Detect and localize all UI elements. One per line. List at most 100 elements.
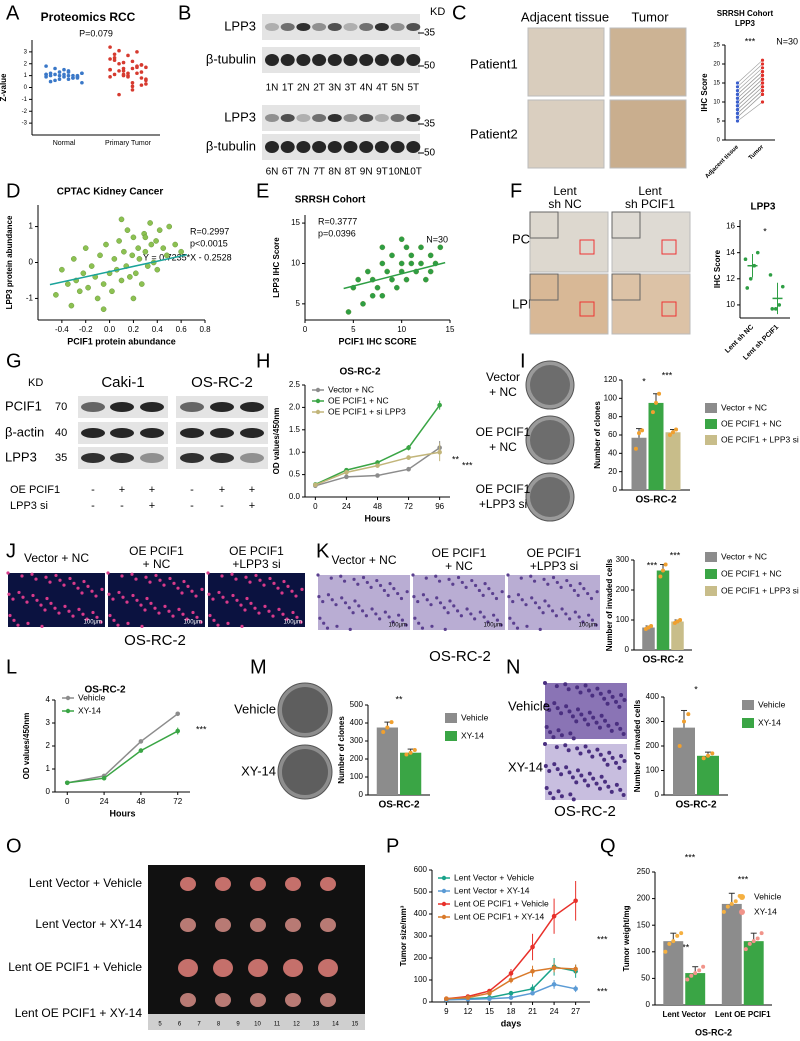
- cell: [559, 772, 564, 777]
- cell: [554, 614, 558, 618]
- cell: [325, 626, 330, 630]
- cell: [594, 623, 598, 627]
- point: [685, 977, 690, 982]
- panel-letter: I: [520, 350, 526, 372]
- cell: [130, 572, 134, 576]
- cell: [140, 624, 144, 628]
- cell: [144, 575, 148, 579]
- band: [312, 23, 327, 31]
- point: [398, 260, 405, 267]
- cell: [448, 599, 452, 603]
- tumor: [250, 877, 266, 891]
- cell: [63, 604, 67, 608]
- band: [312, 114, 327, 122]
- cell: [254, 573, 258, 578]
- y-tick-label: -2: [22, 109, 28, 115]
- cell: [491, 591, 495, 596]
- point: [760, 92, 765, 96]
- cell: [211, 597, 215, 601]
- point: [109, 288, 115, 295]
- cell: [181, 612, 185, 616]
- label: Vector: [486, 370, 520, 384]
- cell: [26, 621, 30, 625]
- category-label: OS-RC-2: [635, 495, 677, 506]
- tumor: [180, 877, 196, 891]
- band: [296, 114, 311, 122]
- point: [68, 302, 75, 309]
- category-label: Normal: [53, 140, 76, 147]
- annotation: p<0.0015: [190, 238, 228, 248]
- cell: [318, 616, 322, 620]
- cell: [413, 616, 417, 620]
- cell: [551, 735, 556, 740]
- cell: [131, 593, 135, 598]
- cell: [234, 577, 238, 581]
- micro-image: [508, 575, 600, 630]
- cell: [253, 606, 257, 610]
- cell: [117, 590, 121, 595]
- point: [130, 295, 137, 302]
- cell: [267, 609, 271, 613]
- cell: [317, 595, 321, 599]
- band: [343, 141, 358, 153]
- band: [240, 428, 264, 438]
- cell: [589, 596, 594, 601]
- panel-letter: O: [6, 835, 22, 857]
- cell: [108, 613, 112, 618]
- cell: [421, 593, 426, 597]
- label: -: [220, 500, 224, 512]
- y-axis-label: Z-value: [0, 73, 8, 102]
- label: Patient1: [470, 56, 518, 71]
- series-line: [315, 404, 441, 486]
- label: sh NC: [548, 197, 582, 211]
- point: [135, 245, 141, 251]
- y-tick-label: 200: [616, 585, 630, 594]
- band: [374, 114, 389, 122]
- legend-label: Vehicle: [754, 891, 782, 901]
- marker: [406, 445, 411, 451]
- band: [265, 54, 279, 66]
- cell: [399, 596, 404, 601]
- cell: [460, 580, 464, 585]
- y-tick-label: 14: [726, 248, 735, 257]
- cell: [564, 765, 569, 770]
- chart-title: SRRSH Cohort: [717, 9, 774, 18]
- cell: [579, 712, 584, 717]
- point: [133, 270, 139, 277]
- cell: [578, 751, 583, 756]
- cell: [564, 704, 569, 709]
- label: OE PCIF1: [476, 425, 531, 439]
- point: [663, 949, 668, 954]
- cell: [587, 710, 592, 715]
- legend-label: OE PCIF1 + NC: [328, 395, 389, 405]
- point: [80, 71, 84, 76]
- point: [385, 725, 390, 730]
- label: Lent: [553, 184, 577, 198]
- ruler: [148, 1014, 365, 1030]
- annotation: *: [694, 684, 698, 694]
- tumor: [215, 877, 231, 891]
- cell: [529, 574, 533, 578]
- tissue-image: [527, 99, 605, 169]
- cell: [586, 688, 591, 693]
- cell: [568, 731, 573, 736]
- y-tick-label: 12: [726, 274, 735, 283]
- legend-swatch: [705, 435, 717, 445]
- cell: [572, 588, 576, 593]
- cell: [212, 618, 216, 622]
- marker: [444, 996, 449, 1001]
- cell: [614, 721, 619, 726]
- legend-label: OE PCIF1 + LPP3 si: [721, 585, 799, 595]
- band: [406, 54, 421, 66]
- cell: [506, 573, 510, 577]
- point: [735, 111, 740, 115]
- cell: [280, 591, 284, 595]
- cell: [143, 608, 147, 612]
- cell: [591, 715, 596, 720]
- cell: [516, 593, 521, 597]
- cell: [465, 607, 469, 611]
- point: [126, 75, 130, 79]
- y-tick-label: 1: [29, 222, 34, 231]
- cell: [200, 587, 204, 591]
- tumor: [180, 993, 196, 1007]
